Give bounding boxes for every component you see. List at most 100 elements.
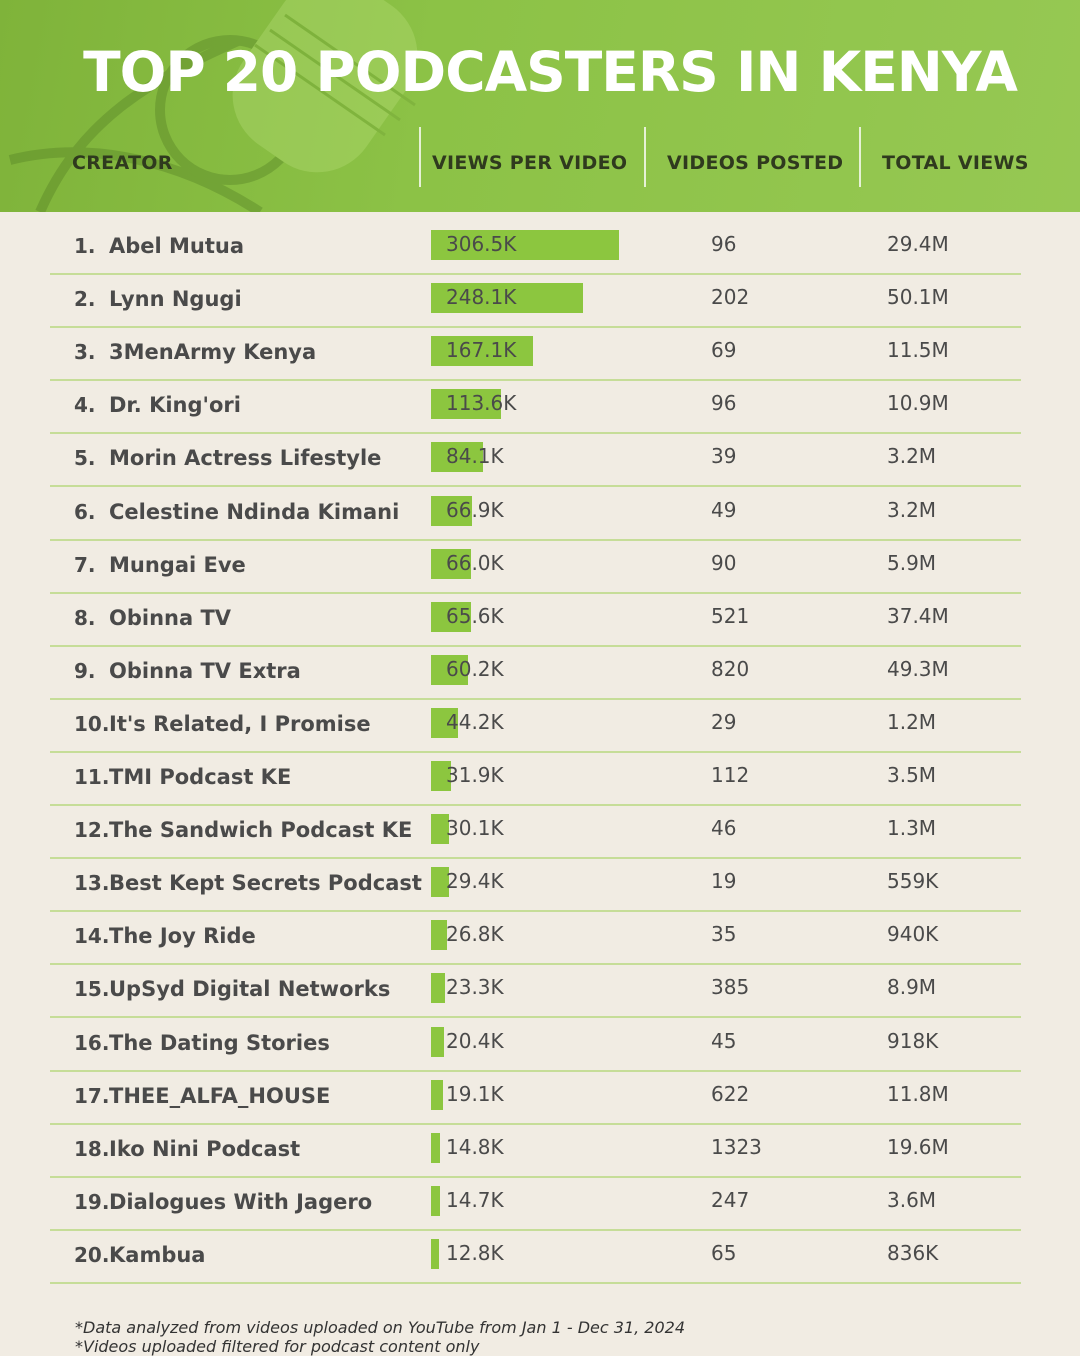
videos-posted-value: 69 — [711, 338, 737, 363]
header-banner: TOP 20 PODCASTERS IN KENYA CREATOR VIEWS… — [0, 0, 1080, 212]
creator-name: Celestine Ndinda Kimani — [109, 499, 400, 524]
views-per-video-label: 113.6K — [446, 391, 517, 416]
total-views-value: 50.1M — [887, 285, 949, 310]
total-views-value: 3.2M — [887, 444, 937, 469]
rank-label: 20. — [74, 1242, 110, 1267]
creator-name: Lynn Ngugi — [109, 287, 242, 312]
creator-name: Dialogues With Jagero — [109, 1189, 373, 1214]
creator-name: Morin Actress Lifestyle — [109, 446, 382, 471]
views-per-video-label: 26.8K — [446, 922, 504, 947]
table-row: 1. Abel Mutua 306.5K 96 29.4M — [50, 220, 1021, 275]
videos-posted-value: 820 — [711, 656, 750, 681]
table-row: 3. 3MenArmy Kenya 167.1K 69 11.5M — [50, 326, 1021, 382]
views-bar — [431, 230, 619, 260]
table-row: 19. Dialogues With Jagero 14.7K 247 3.6M — [50, 1176, 1021, 1231]
table-row: 20. Kambua 12.8K 65 836K — [50, 1229, 1021, 1284]
creator-name: 3MenArmy Kenya — [109, 340, 317, 365]
creator-name: Mungai Eve — [109, 552, 246, 577]
footnote: *Videos uploaded filtered for podcast co… — [75, 1337, 480, 1356]
creator-name: The Sandwich Podcast KE — [109, 818, 413, 843]
total-views-value: 836K — [887, 1240, 939, 1265]
videos-posted-value: 49 — [711, 497, 737, 522]
table-row: 15. UpSyd Digital Networks 23.3K 385 8.9M — [50, 963, 1021, 1019]
views-bar — [431, 761, 451, 791]
videos-posted-value: 39 — [711, 444, 737, 469]
column-header-total-views: TOTAL VIEWS — [882, 152, 1029, 174]
videos-posted-value: 202 — [711, 285, 750, 310]
total-views-value: 8.9M — [887, 975, 937, 1000]
total-views-value: 3.6M — [887, 1187, 937, 1212]
views-bar — [431, 1132, 440, 1163]
total-views-value: 37.4M — [887, 603, 949, 628]
column-divider — [419, 127, 421, 187]
videos-posted-value: 90 — [711, 550, 737, 575]
views-per-video-label: 60.2K — [446, 656, 504, 681]
views-bar — [431, 495, 472, 526]
total-views-value: 559K — [887, 869, 939, 894]
total-views-value: 1.3M — [887, 816, 937, 841]
creator-name: Best Kept Secrets Podcast — [109, 871, 422, 896]
rank-label: 4. — [74, 393, 96, 418]
rank-label: 14. — [74, 924, 110, 949]
total-views-value: 29.4M — [887, 232, 949, 256]
footnote: *Data analyzed from videos uploaded on Y… — [75, 1318, 686, 1337]
total-views-value: 19.6M — [887, 1134, 949, 1159]
rank-label: 12. — [74, 818, 110, 843]
videos-posted-value: 29 — [711, 709, 737, 734]
rank-label: 17. — [74, 1083, 110, 1108]
views-per-video-label: 14.8K — [446, 1134, 504, 1159]
views-per-video-label: 30.1K — [446, 816, 504, 841]
views-per-video-label: 44.2K — [446, 709, 504, 734]
views-bar — [431, 442, 483, 473]
total-views-value: 10.9M — [887, 391, 949, 416]
rank-label: 9. — [74, 658, 96, 683]
views-bar — [431, 336, 533, 367]
microphone-icon — [8, 0, 418, 212]
videos-posted-value: 96 — [711, 232, 737, 256]
rank-label: 3. — [74, 340, 96, 365]
videos-posted-value: 65 — [711, 1240, 737, 1265]
views-per-video-label: 19.1K — [446, 1081, 504, 1106]
videos-posted-value: 35 — [711, 922, 737, 947]
total-views-value: 3.2M — [887, 497, 937, 522]
creator-name: Dr. King'ori — [109, 393, 241, 418]
rank-label: 7. — [74, 552, 96, 577]
creator-name: The Dating Stories — [109, 1030, 330, 1055]
videos-posted-value: 112 — [711, 763, 750, 787]
views-per-video-label: 31.9K — [446, 763, 504, 787]
creator-name: Obinna TV Extra — [109, 658, 301, 683]
videos-posted-value: 19 — [711, 869, 737, 894]
rank-label: 11. — [74, 765, 110, 789]
videos-posted-value: 247 — [711, 1187, 750, 1212]
videos-posted-value: 46 — [711, 816, 737, 841]
table-row: 10. It's Related, I Promise 44.2K 29 1.2M — [50, 698, 1021, 753]
table-row: 7. Mungai Eve 66.0K 90 5.9M — [50, 539, 1021, 594]
column-header-creator: CREATOR — [72, 152, 173, 174]
table-row: 11. TMI Podcast KE 31.9K 112 3.5M — [50, 751, 1021, 806]
table-row: 18. Iko Nini Podcast 14.8K 1323 19.6M — [50, 1123, 1021, 1178]
rank-label: 5. — [74, 446, 96, 471]
views-per-video-label: 20.4K — [446, 1028, 504, 1053]
total-views-value: 3.5M — [887, 763, 937, 787]
column-header-videos-posted: VIDEOS POSTED — [667, 152, 844, 174]
views-bar — [431, 601, 471, 632]
total-views-value: 1.2M — [887, 709, 937, 734]
creator-name: It's Related, I Promise — [109, 711, 371, 736]
table-row: 9. Obinna TV Extra 60.2K 820 49.3M — [50, 645, 1021, 700]
rank-label: 6. — [74, 499, 96, 524]
views-per-video-label: 84.1K — [446, 444, 504, 469]
views-bar — [431, 548, 471, 579]
videos-posted-value: 45 — [711, 1028, 737, 1053]
table-row: 6. Celestine Ndinda Kimani 66.9K 49 3.2M — [50, 486, 1021, 541]
rank-label: 13. — [74, 871, 110, 896]
rank-label: 10. — [74, 711, 110, 736]
views-per-video-label: 66.9K — [446, 497, 504, 522]
table-row: 2. Lynn Ngugi 248.1K 202 50.1M — [50, 273, 1021, 329]
views-bar — [431, 283, 583, 314]
column-divider — [644, 127, 646, 187]
table-row: 14. The Joy Ride 26.8K 35 940K — [50, 910, 1021, 966]
views-bar — [431, 973, 445, 1004]
rank-label: 16. — [74, 1030, 110, 1055]
videos-posted-value: 622 — [711, 1081, 750, 1106]
table-row: 5. Morin Actress Lifestyle 84.1K 39 3.2M — [50, 432, 1021, 488]
